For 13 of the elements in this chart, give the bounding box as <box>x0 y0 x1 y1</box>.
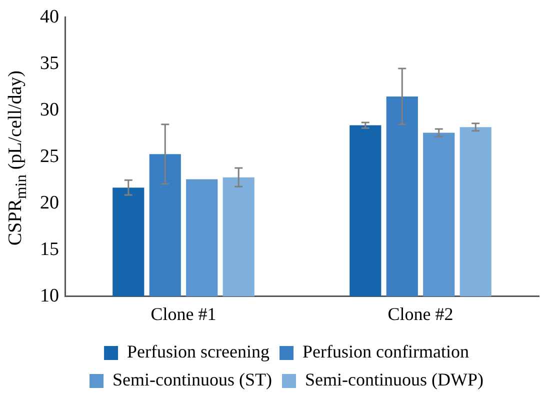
y-tick-label: 35 <box>40 52 59 74</box>
y-tick-label: 10 <box>40 285 59 306</box>
legend-label: Perfusion confirmation <box>302 342 469 362</box>
x-tick-label: Clone #2 <box>388 304 454 324</box>
y-tick-label: 15 <box>40 238 59 260</box>
legend-label: Perfusion screening <box>127 342 270 362</box>
y-tick-label: 40 <box>40 6 59 28</box>
legend-label: Semi-continuous (DWP) <box>305 370 484 390</box>
y-tick-label: 20 <box>40 192 59 214</box>
x-tick-label: Clone #1 <box>150 304 216 324</box>
legend-label: Semi-continuous (ST) <box>112 370 272 390</box>
y-tick-label: 30 <box>40 99 59 120</box>
y-tick-label: 25 <box>40 146 59 167</box>
